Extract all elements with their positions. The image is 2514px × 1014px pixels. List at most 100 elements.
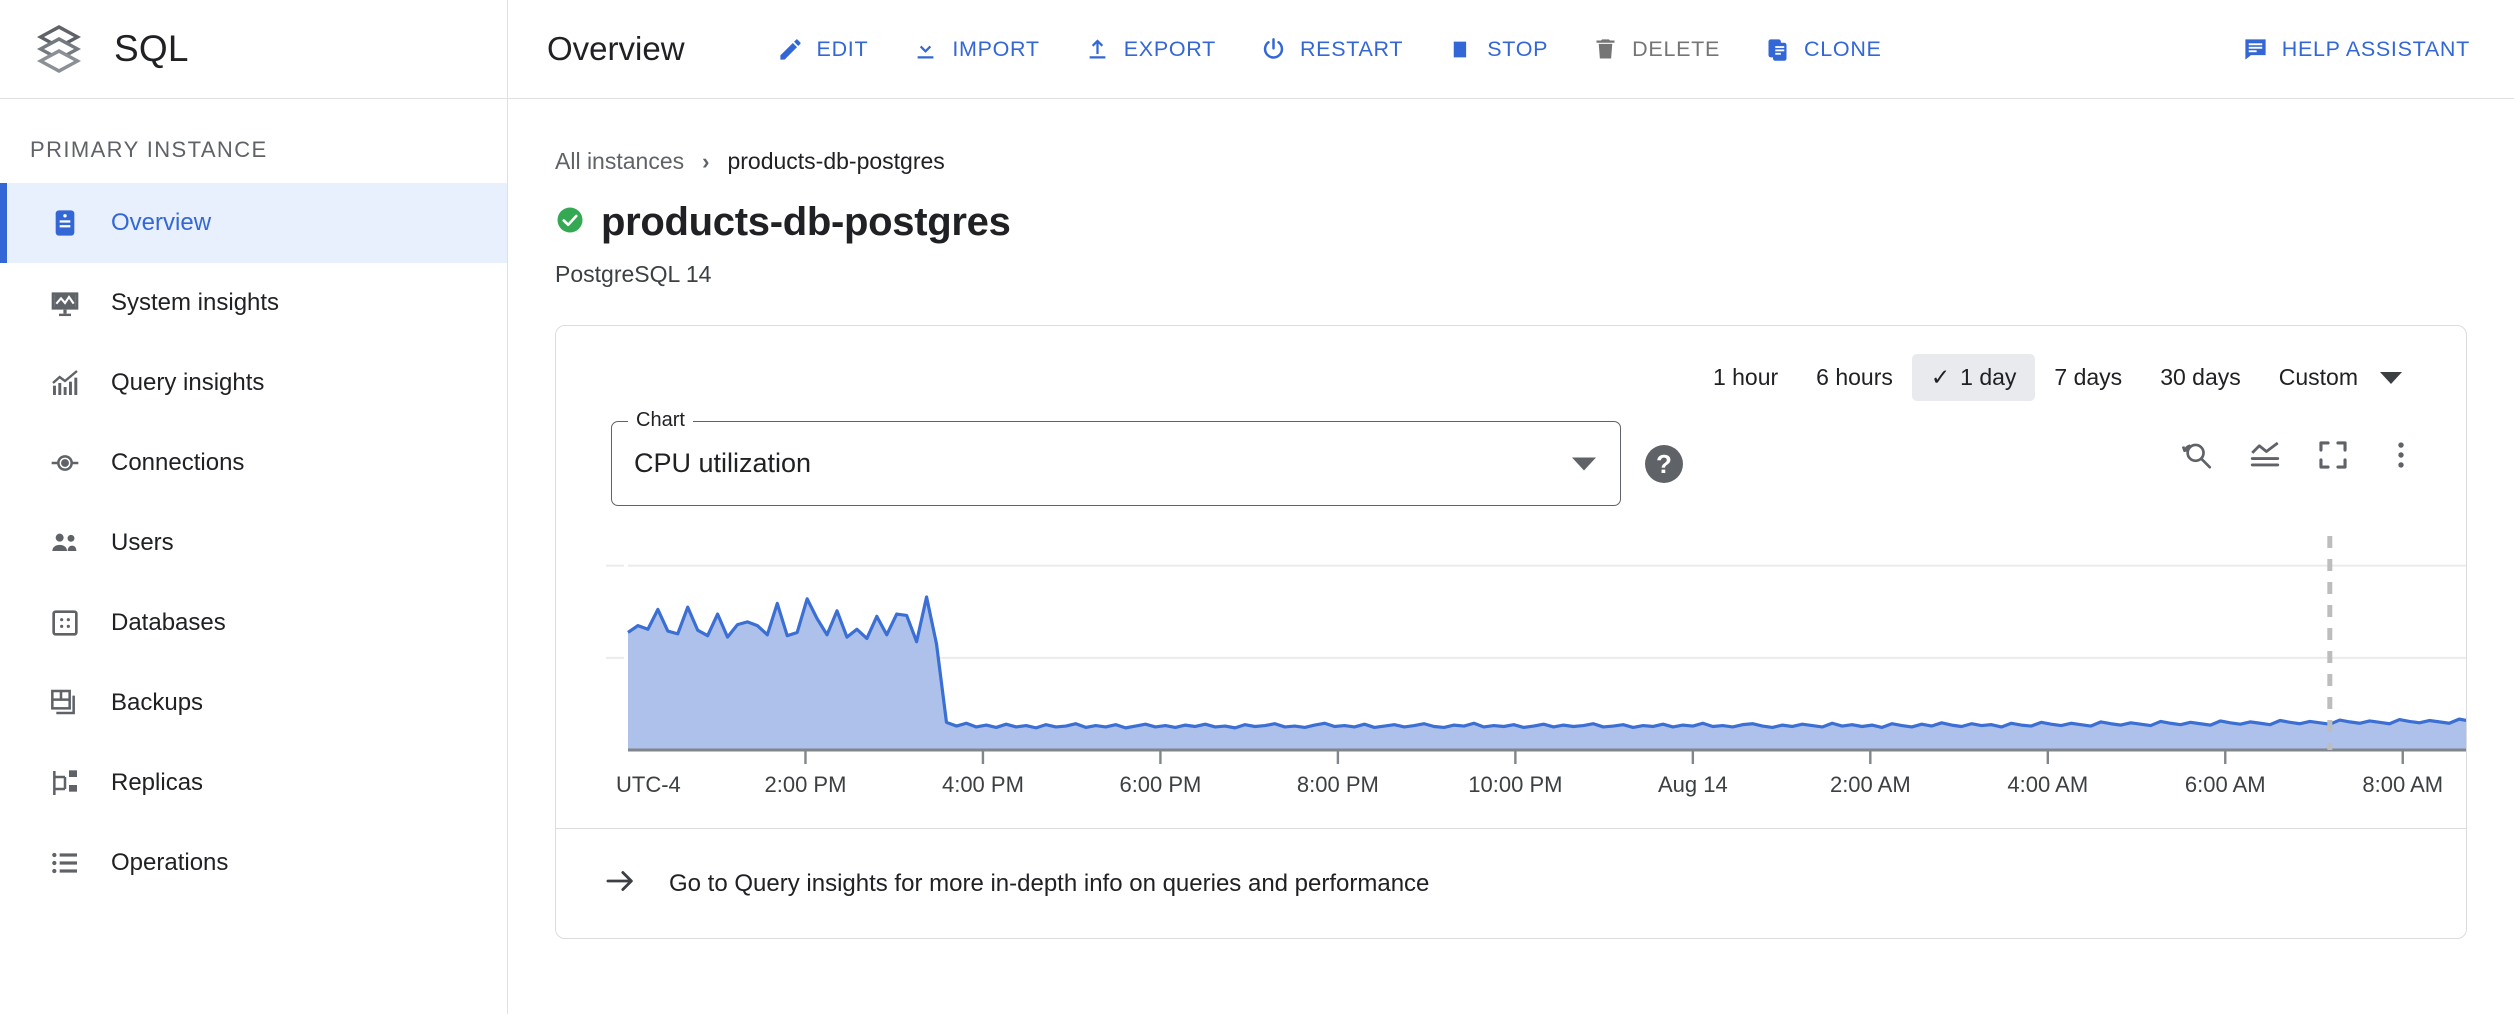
time-range-6-hours[interactable]: 6 hours [1797,354,1912,401]
time-range-label: 7 days [2054,364,2123,390]
users-people-icon [47,525,83,561]
chart-select[interactable]: Chart CPU utilization [611,409,1621,506]
sidebar-item-users[interactable]: Users [0,503,507,583]
time-range-selector: 1 hour 6 hours ✓ 1 day 7 days 30 days [556,326,2466,401]
breadcrumb-current: products-db-postgres [727,148,945,174]
svg-text:6:00 PM: 6:00 PM [1119,772,1201,797]
help-icon[interactable]: ? [1645,445,1683,483]
breadcrumb: All instances › products-db-postgres [508,99,2514,175]
reset-zoom-icon[interactable] [2177,435,2217,475]
sidebar-item-label: Users [111,529,174,556]
replicas-branch-icon [47,765,83,801]
clone-button-label: CLONE [1804,36,1882,61]
svg-text:2:00 AM: 2:00 AM [1830,772,1911,797]
check-circle-icon [555,205,585,240]
brand-area: SQL [0,0,508,98]
chart-svg: 02%4%UTC-42:00 PM4:00 PM6:00 PM8:00 PM10… [606,536,2466,797]
help-assistant-button[interactable]: HELP ASSISTANT [2220,26,2492,73]
backups-icon [47,685,83,721]
clone-button[interactable]: CLONE [1742,26,1904,73]
sidebar-item-connections[interactable]: Connections [0,423,507,503]
breadcrumb-all-instances[interactable]: All instances [555,148,685,174]
brand-title: SQL [114,28,189,69]
delete-button-label: DELETE [1632,36,1721,61]
cpu-utilization-chart[interactable]: 02%4%UTC-42:00 PM4:00 PM6:00 PM8:00 PM10… [556,506,2466,828]
export-button[interactable]: EXPORT [1062,26,1238,73]
sidebar-item-replicas[interactable]: Replicas [0,743,507,823]
query-insights-link-label: Go to Query insights for more in-depth i… [669,869,1430,897]
power-restart-icon [1260,36,1287,63]
time-range-label: 1 day [1960,364,2017,390]
time-range-1-day[interactable]: ✓ 1 day [1911,354,2036,401]
database-grid-icon [47,605,83,641]
help-assistant-chat-icon [2242,36,2269,63]
chevron-down-icon [1572,457,1596,470]
restart-button[interactable]: RESTART [1238,26,1425,73]
stop-button[interactable]: STOP [1425,26,1570,73]
import-download-icon [912,36,939,63]
svg-text:10:00 PM: 10:00 PM [1468,772,1562,797]
clone-icon [1764,36,1791,63]
query-insights-link[interactable]: Go to Query insights for more in-depth i… [556,828,2466,938]
top-bar: SQL Overview EDIT IMPORT EXPORT [0,0,2514,99]
instance-title-row: products-db-postgres [508,175,2514,245]
svg-text:6:00 AM: 6:00 AM [2185,772,2266,797]
cloud-sql-stack-icon [34,23,84,75]
sidebar-item-backups[interactable]: Backups [0,663,507,743]
chart-toolbar [2177,421,2421,475]
metrics-card: 1 hour 6 hours ✓ 1 day 7 days 30 days [555,325,2467,939]
bar-chart-trend-icon [47,365,83,401]
sidebar-item-label: Backups [111,689,204,716]
more-vert-icon[interactable] [2381,435,2421,475]
fullscreen-icon[interactable] [2313,435,2353,475]
chevron-down-icon [2380,371,2402,384]
sidebar-item-operations[interactable]: Operations [0,823,507,903]
sidebar-item-label: Query insights [111,369,265,396]
time-range-7-days[interactable]: 7 days [2035,354,2141,401]
svg-text:4:00 PM: 4:00 PM [942,772,1024,797]
sidebar-item-label: Replicas [111,769,204,796]
svg-text:UTC-4: UTC-4 [616,772,681,797]
main-content: All instances › products-db-postgres pro… [508,99,2514,1014]
sidebar-item-system-insights[interactable]: System insights [0,263,507,343]
sidebar-item-databases[interactable]: Databases [0,583,507,663]
chart-select-value: CPU utilization [634,448,812,478]
stop-square-icon [1447,36,1474,63]
sidebar-item-label: Overview [111,209,212,236]
chart-controls: Chart CPU utilization ? [556,401,2466,506]
time-range-label: 6 hours [1816,364,1893,390]
export-upload-icon [1084,36,1111,63]
sidebar-item-query-insights[interactable]: Query insights [0,343,507,423]
time-range-label: 30 days [2160,364,2241,390]
time-range-30-days[interactable]: 30 days [2141,354,2260,401]
arrow-right-icon [603,864,637,903]
edit-button[interactable]: EDIT [755,26,891,73]
edit-button-label: EDIT [816,36,869,61]
restart-button-label: RESTART [1299,36,1404,61]
check-icon: ✓ [1930,364,1951,390]
sidebar-item-overview[interactable]: Overview [0,183,507,263]
sidebar-item-label: Operations [111,849,229,876]
svg-text:8:00 AM: 8:00 AM [2362,772,2443,797]
page-title: Overview [547,30,685,67]
sidebar-item-label: Databases [111,609,226,636]
time-range-custom[interactable]: Custom [2260,354,2421,401]
page-body: PRIMARY INSTANCE Overview System insight… [0,99,2514,1014]
export-button-label: EXPORT [1123,36,1216,61]
svg-text:4:00 AM: 4:00 AM [2007,772,2088,797]
sidebar-item-label: Connections [111,449,245,476]
connections-node-icon [47,445,83,481]
svg-text:Aug 14: Aug 14 [1658,772,1728,797]
operations-list-icon [47,845,83,881]
time-range-1-hour[interactable]: 1 hour [1694,354,1797,401]
instance-name: products-db-postgres [601,200,1011,244]
time-range-label: Custom [2278,364,2358,390]
delete-button[interactable]: DELETE [1570,26,1742,73]
instance-engine: PostgreSQL 14 [555,261,712,287]
import-button-label: IMPORT [952,36,1040,61]
time-range-label: 1 hour [1712,364,1779,390]
stacked-line-chart-icon[interactable] [2245,435,2285,475]
pencil-icon [777,36,804,63]
sidebar-item-label: System insights [111,289,280,316]
import-button[interactable]: IMPORT [890,26,1061,73]
